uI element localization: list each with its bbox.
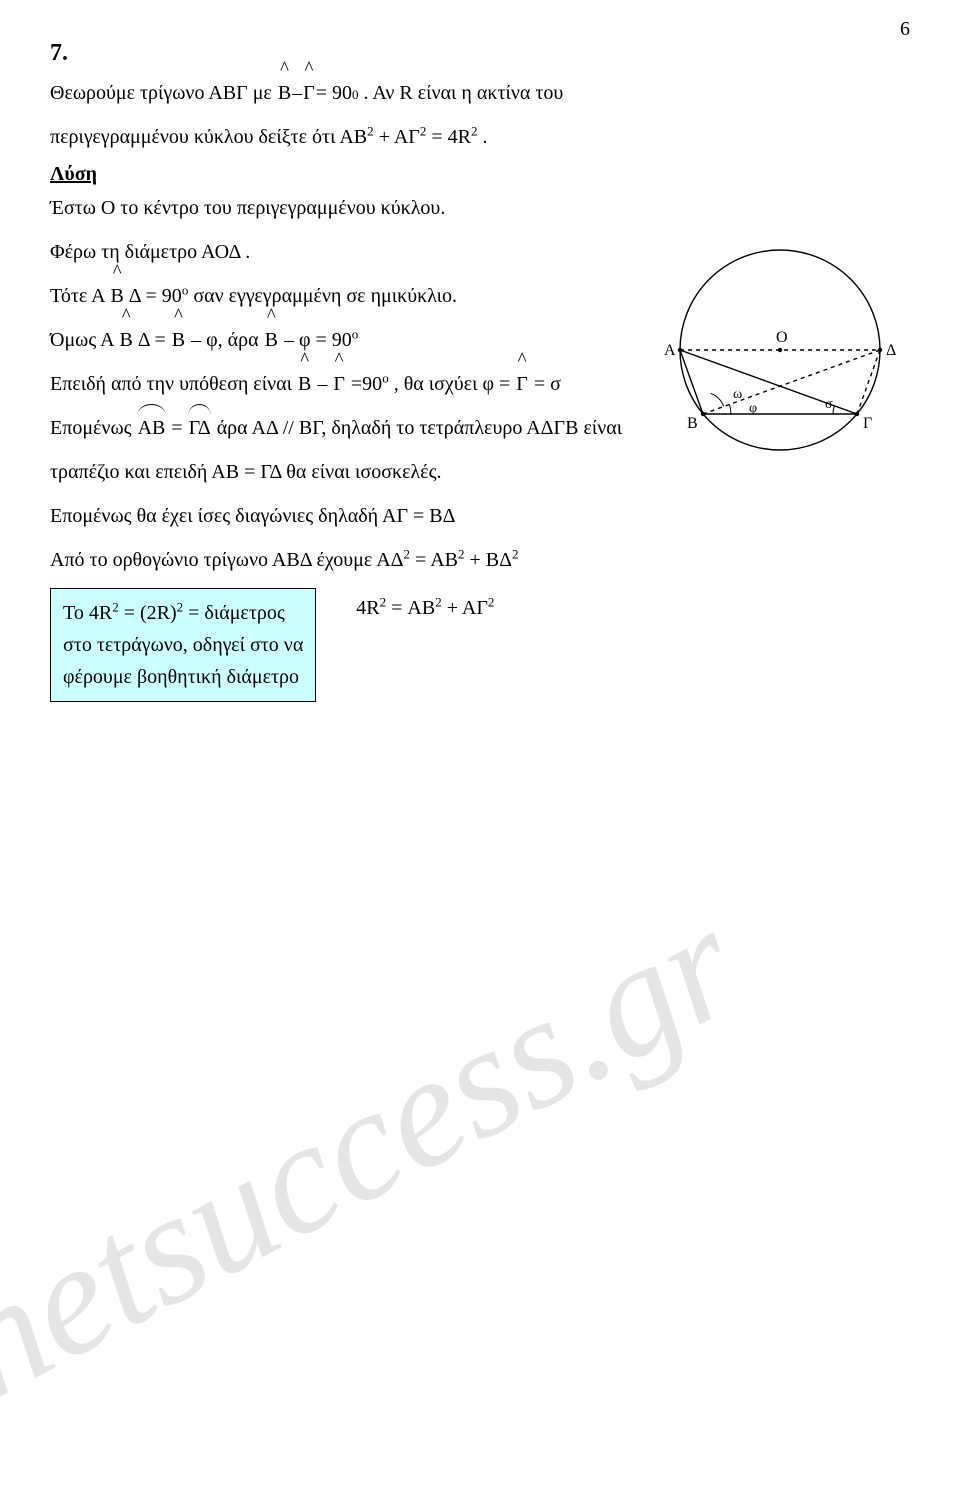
section-number: 7. [50,40,900,67]
page: 6 netsuccess.gr 7. Θεωρούμε τρίγωνο ΑΒΓ … [0,0,960,1320]
text: = ΑΒ [415,549,458,571]
text: = 90 [316,73,352,113]
solution-line-5: Επειδή από την υπόθεση είναι Β – Γ =90ο … [50,364,900,404]
solution-title: Λύση [50,163,900,186]
text: Τότε Α [50,285,110,307]
text: = (2R) [124,602,177,624]
hint-box: Το 4R2 = (2R)2 = διάμετρος στο τετράγωνο… [50,588,316,702]
text: σαν εγγεγραμμένη σε ημικύκλιο. [193,285,457,307]
solution-line-6: Επομένως ΑΒ = ΓΔ άρα ΑΔ // ΒΓ, δηλαδή το… [50,408,900,448]
text: Θεωρούμε τρίγωνο ΑΒΓ με [50,82,277,104]
text: = 4R [431,126,471,148]
solution-line-7: τραπέζιο και επειδή ΑΒ = ΓΔ θα είναι ισο… [50,452,900,492]
text: Επομένως [50,417,137,439]
text: . [482,126,487,148]
text: Από το ορθογώνιο τρίγωνο ΑΒΔ έχουμε ΑΔ [50,549,404,571]
hat-beta: Β [297,364,312,404]
math-inline: Β – Γ = 900 [277,73,359,113]
text: . Αν R είναι η ακτίνα του [364,82,564,104]
exponent: ο [352,326,359,341]
page-number: 6 [900,18,910,41]
content: 7. Θεωρούμε τρίγωνο ΑΒΓ με Β – Γ = 900 .… [50,40,900,702]
text: = [171,417,187,439]
exponent: 2 [177,599,184,614]
text: = σ [534,373,561,395]
svg-text:netsuccess.gr: netsuccess.gr [0,872,766,1432]
hat-beta: Β [277,73,292,113]
text: Το 4R [63,602,112,624]
hat-beta: Β [264,320,279,360]
exponent: 2 [404,546,411,561]
exponent: 2 [471,123,478,138]
exponent: 2 [380,594,387,609]
text: = ΑΒ [391,597,435,619]
solution-line-9: Από το ορθογώνιο τρίγωνο ΑΒΔ έχουμε ΑΔ2 … [50,540,900,580]
text: 4R [356,597,379,619]
text: – [292,73,302,113]
exponent: ο [182,282,189,297]
exponent: 2 [512,546,519,561]
text: περιγεγραμμένου κύκλου δείξτε ότι ΑΒ [50,126,367,148]
solution-line-8: Επομένως θα έχει ίσες διαγώνιες δηλαδή Α… [50,496,900,536]
exponent: 2 [112,599,119,614]
exponent: 2 [420,123,427,138]
result-equation: 4R2 = ΑΒ2 + ΑΓ2 [356,588,494,628]
solution-line-1: Έστω Ο το κέντρο του περιγεγραμμένου κύκ… [50,188,900,228]
text: Επειδή από την υπόθεση είναι [50,373,297,395]
watermark: netsuccess.gr [0,600,960,1500]
problem-line-2: περιγεγραμμένου κύκλου δείξτε ότι ΑΒ2 + … [50,117,900,157]
hat-gamma: Γ [515,364,529,404]
text: άρα ΑΔ // ΒΓ, δηλαδή το τετράπλευρο ΑΔΓΒ… [217,417,622,439]
text: Όμως Α [50,329,119,351]
exponent: 2 [488,594,495,609]
exponent: ο [382,370,389,385]
hint-line-1: Το 4R2 = (2R)2 = διάμετρος [63,597,303,629]
exponent: 2 [435,594,442,609]
text: = διάμετρος [188,602,285,624]
exponent: 2 [367,123,374,138]
hat-gamma: Γ [302,73,316,113]
text: Δ = [138,329,171,351]
text: – [317,373,332,395]
solution-line-2: Φέρω τη διάμετρο ΑΟΔ . [50,232,900,272]
problem-line-1: Θεωρούμε τρίγωνο ΑΒΓ με Β – Γ = 900 . Αν… [50,73,900,113]
hint-line-3: φέρουμε βοηθητική διάμετρο [63,661,303,693]
hat-beta: Β [119,320,134,360]
hat-beta: Β [171,320,186,360]
text: + ΑΓ [379,126,420,148]
hint-line-2: στο τετράγωνο, οδηγεί στο να [63,629,303,661]
hat-gamma: Γ [332,364,346,404]
arc-ab: ΑΒ [137,408,167,448]
text: Δ = 90 [129,285,182,307]
arc-gd: ΓΔ [188,408,212,448]
text: =90 [351,373,382,395]
hint-and-result-row: Το 4R2 = (2R)2 = διάμετρος στο τετράγωνο… [50,588,900,702]
text: – φ, άρα [191,329,263,351]
solution-line-4: Όμως Α Β Δ = Β – φ, άρα Β – φ = 90ο [50,320,900,360]
text: + ΑΓ [447,597,488,619]
text: – φ = 90 [284,329,352,351]
text: + ΒΔ [469,549,511,571]
text: , θα ισχύει φ = [394,373,516,395]
exponent: 2 [458,546,465,561]
